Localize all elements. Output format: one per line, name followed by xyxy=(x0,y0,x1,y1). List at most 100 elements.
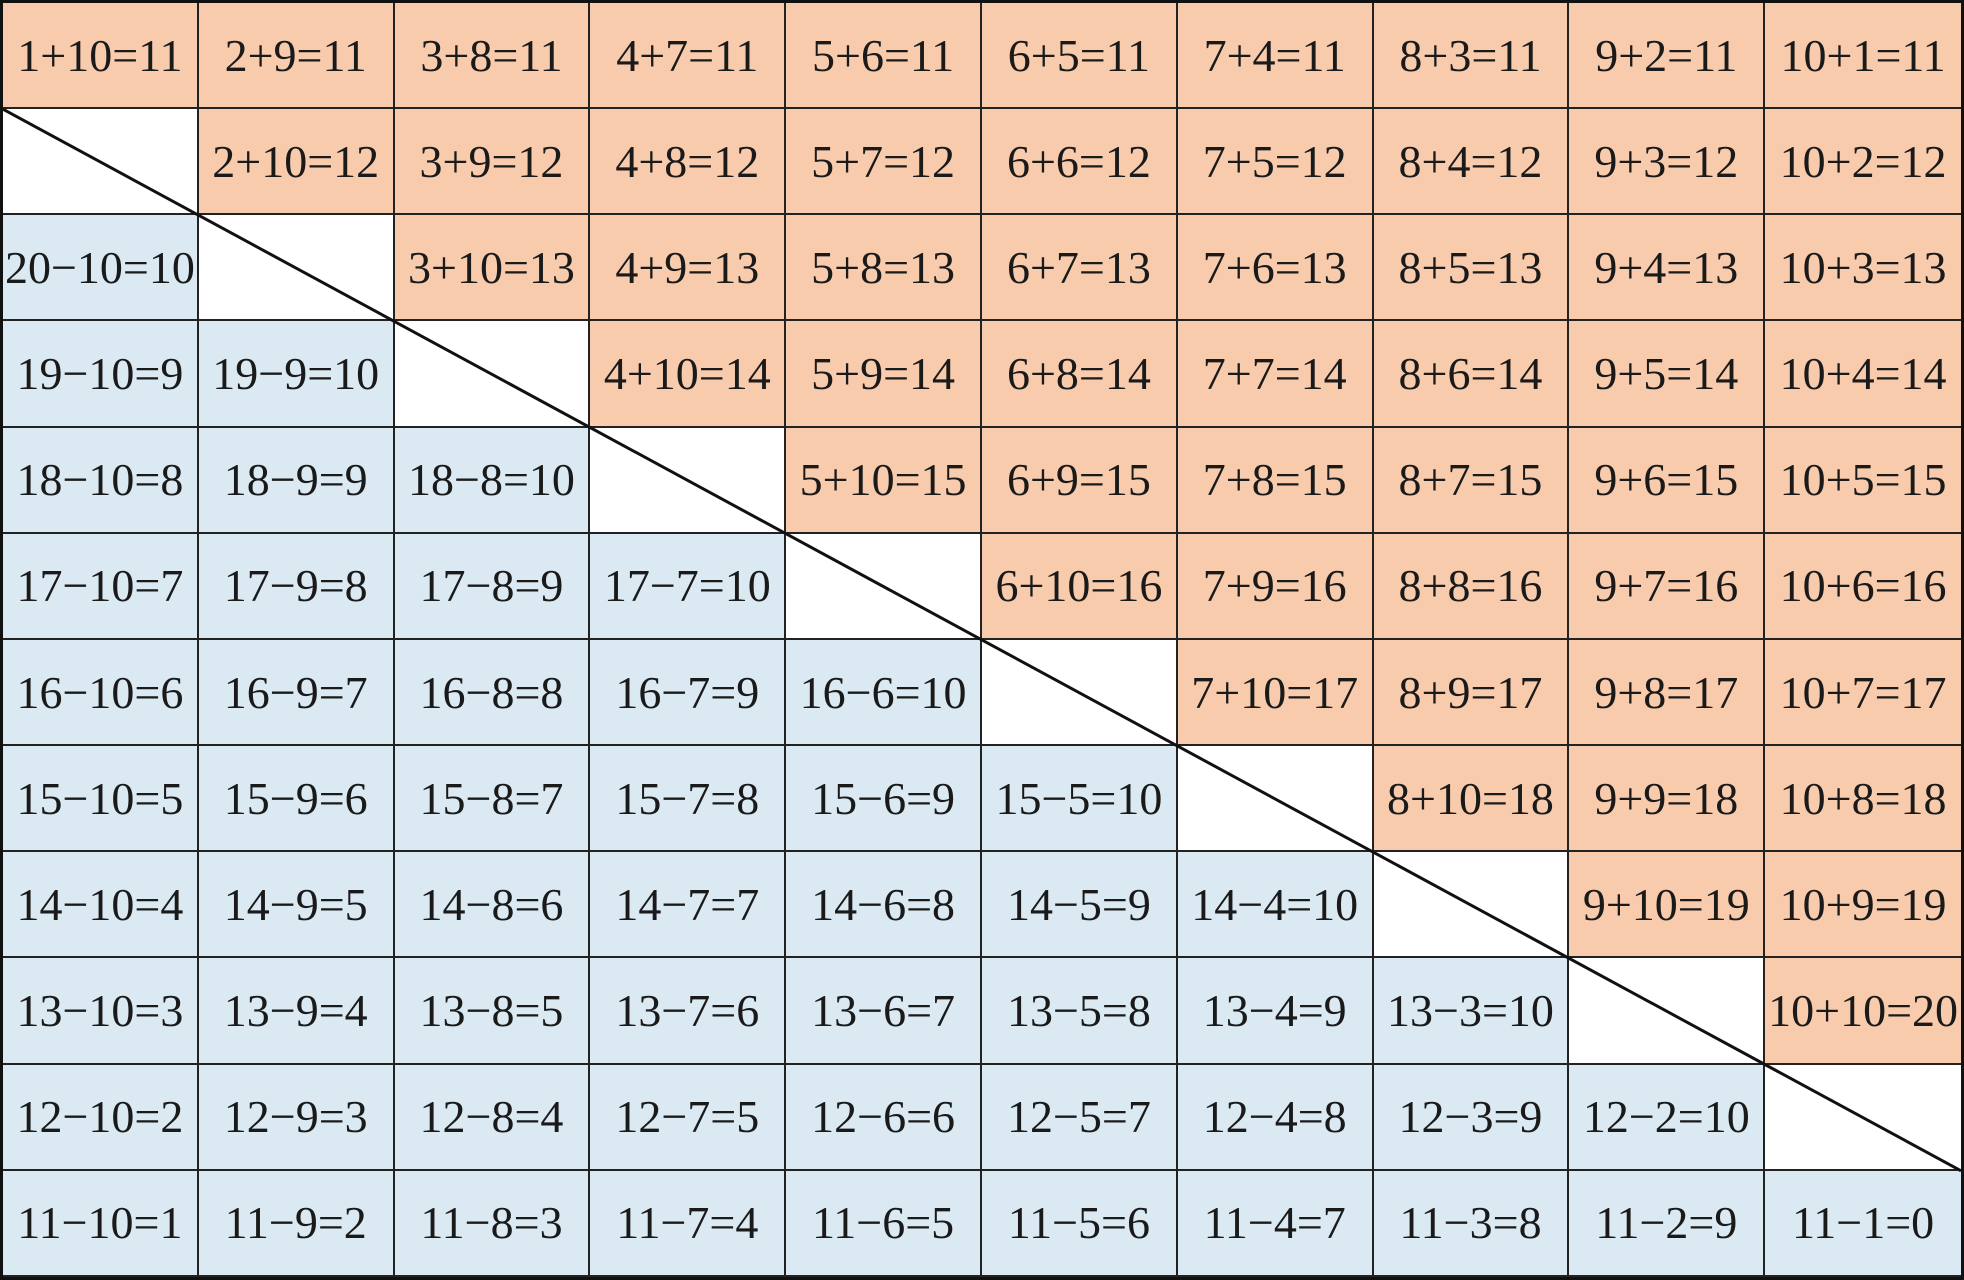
addition-fact-cell: 8+6=14 xyxy=(1373,321,1570,428)
subtraction-fact-cell: 17−9=8 xyxy=(198,533,395,640)
addition-fact-cell: 6+7=13 xyxy=(982,215,1178,322)
subtraction-fact-cell: 14−6=8 xyxy=(786,852,982,959)
blank-cell xyxy=(590,427,787,534)
subtraction-fact-cell: 12−8=4 xyxy=(394,1064,591,1171)
subtraction-fact-cell: 11−7=4 xyxy=(590,1170,787,1277)
subtraction-fact-cell: 20−10=10 xyxy=(3,215,199,322)
subtraction-fact-cell: 19−9=10 xyxy=(198,321,395,428)
addition-fact-cell: 7+10=17 xyxy=(1177,639,1374,747)
blank-cell xyxy=(394,321,591,428)
blank-cell xyxy=(1177,746,1374,853)
addition-fact-cell: 2+9=11 xyxy=(198,3,395,110)
addition-fact-cell: 7+5=12 xyxy=(1177,109,1374,216)
subtraction-fact-cell: 12−6=6 xyxy=(786,1064,982,1171)
addition-fact-cell: 3+9=12 xyxy=(394,109,591,216)
addition-fact-cell: 7+7=14 xyxy=(1177,321,1374,428)
addition-fact-cell: 6+8=14 xyxy=(982,321,1178,428)
subtraction-fact-cell: 15−5=10 xyxy=(982,746,1178,853)
blank-cell xyxy=(3,109,199,216)
addition-fact-cell: 10+1=11 xyxy=(1765,3,1961,110)
addition-fact-cell: 6+6=12 xyxy=(982,109,1178,216)
subtraction-fact-cell: 11−8=3 xyxy=(394,1170,591,1277)
addition-fact-cell: 10+8=18 xyxy=(1765,746,1961,853)
subtraction-fact-cell: 16−6=10 xyxy=(786,639,982,747)
addition-fact-cell: 2+10=12 xyxy=(198,109,395,216)
subtraction-fact-cell: 16−10=6 xyxy=(3,639,199,747)
subtraction-fact-cell: 11−4=7 xyxy=(1177,1170,1374,1277)
addition-fact-cell: 7+8=15 xyxy=(1177,427,1374,534)
subtraction-fact-cell: 17−7=10 xyxy=(590,533,787,640)
subtraction-fact-cell: 12−4=8 xyxy=(1177,1064,1374,1171)
subtraction-fact-cell: 12−9=3 xyxy=(198,1064,395,1171)
addition-fact-cell: 6+5=11 xyxy=(982,3,1178,110)
addition-fact-cell: 9+5=14 xyxy=(1569,321,1766,428)
subtraction-fact-cell: 11−10=1 xyxy=(3,1170,199,1277)
subtraction-fact-cell: 12−3=9 xyxy=(1373,1064,1570,1171)
subtraction-fact-cell: 15−6=9 xyxy=(786,746,982,853)
subtraction-fact-cell: 18−8=10 xyxy=(394,427,591,534)
addition-fact-cell: 8+8=16 xyxy=(1373,533,1570,640)
addition-fact-cell: 4+9=13 xyxy=(590,215,787,322)
addition-fact-cell: 10+6=16 xyxy=(1765,533,1961,640)
subtraction-fact-cell: 17−8=9 xyxy=(394,533,591,640)
addition-fact-cell: 8+9=17 xyxy=(1373,639,1570,747)
addition-fact-cell: 1+10=11 xyxy=(3,3,199,110)
addition-fact-cell: 5+7=12 xyxy=(786,109,982,216)
addition-fact-cell: 10+5=15 xyxy=(1765,427,1961,534)
blank-cell xyxy=(198,215,395,322)
subtraction-fact-cell: 14−7=7 xyxy=(590,852,787,959)
subtraction-fact-cell: 18−10=8 xyxy=(3,427,199,534)
addition-fact-cell: 8+4=12 xyxy=(1373,109,1570,216)
subtraction-fact-cell: 11−3=8 xyxy=(1373,1170,1570,1277)
subtraction-fact-cell: 14−5=9 xyxy=(982,852,1178,959)
addition-fact-cell: 4+10=14 xyxy=(590,321,787,428)
addition-fact-cell: 9+4=13 xyxy=(1569,215,1766,322)
addition-fact-cell: 8+3=11 xyxy=(1373,3,1570,110)
subtraction-fact-cell: 15−10=5 xyxy=(3,746,199,853)
subtraction-fact-cell: 12−5=7 xyxy=(982,1064,1178,1171)
subtraction-fact-cell: 16−7=9 xyxy=(590,639,787,747)
subtraction-fact-cell: 12−7=5 xyxy=(590,1064,787,1171)
addition-fact-cell: 9+8=17 xyxy=(1569,639,1766,747)
subtraction-fact-cell: 13−3=10 xyxy=(1373,958,1570,1065)
blank-cell xyxy=(1569,958,1766,1065)
addition-fact-cell: 9+9=18 xyxy=(1569,746,1766,853)
addition-fact-cell: 3+10=13 xyxy=(394,215,591,322)
addition-fact-cell: 8+10=18 xyxy=(1373,746,1570,853)
subtraction-fact-cell: 15−7=8 xyxy=(590,746,787,853)
subtraction-fact-cell: 14−8=6 xyxy=(394,852,591,959)
addition-fact-cell: 6+9=15 xyxy=(982,427,1178,534)
addition-fact-cell: 9+7=16 xyxy=(1569,533,1766,640)
addition-fact-cell: 5+6=11 xyxy=(786,3,982,110)
subtraction-fact-cell: 12−2=10 xyxy=(1569,1064,1766,1171)
addition-fact-cell: 10+9=19 xyxy=(1765,852,1961,959)
addition-fact-cell: 5+9=14 xyxy=(786,321,982,428)
subtraction-fact-cell: 11−5=6 xyxy=(982,1170,1178,1277)
addition-fact-cell: 10+7=17 xyxy=(1765,639,1961,747)
blank-cell xyxy=(982,639,1178,747)
addition-fact-cell: 8+5=13 xyxy=(1373,215,1570,322)
subtraction-fact-cell: 13−5=8 xyxy=(982,958,1178,1065)
addition-fact-cell: 3+8=11 xyxy=(394,3,591,110)
addition-fact-cell: 7+4=11 xyxy=(1177,3,1374,110)
addition-fact-cell: 9+6=15 xyxy=(1569,427,1766,534)
subtraction-fact-cell: 14−9=5 xyxy=(198,852,395,959)
blank-cell xyxy=(786,533,982,640)
subtraction-fact-cell: 14−10=4 xyxy=(3,852,199,959)
addition-fact-cell: 4+7=11 xyxy=(590,3,787,110)
subtraction-fact-cell: 15−9=6 xyxy=(198,746,395,853)
subtraction-fact-cell: 14−4=10 xyxy=(1177,852,1374,959)
subtraction-fact-cell: 13−8=5 xyxy=(394,958,591,1065)
subtraction-fact-cell: 13−6=7 xyxy=(786,958,982,1065)
addition-fact-cell: 10+10=20 xyxy=(1765,958,1961,1065)
addition-fact-cell: 10+4=14 xyxy=(1765,321,1961,428)
addition-fact-cell: 9+10=19 xyxy=(1569,852,1766,959)
addition-fact-cell: 5+10=15 xyxy=(786,427,982,534)
subtraction-fact-cell: 13−10=3 xyxy=(3,958,199,1065)
addition-fact-cell: 4+8=12 xyxy=(590,109,787,216)
addition-fact-cell: 9+3=12 xyxy=(1569,109,1766,216)
addition-fact-cell: 7+6=13 xyxy=(1177,215,1374,322)
subtraction-fact-cell: 13−9=4 xyxy=(198,958,395,1065)
subtraction-fact-cell: 11−6=5 xyxy=(786,1170,982,1277)
subtraction-fact-cell: 17−10=7 xyxy=(3,533,199,640)
